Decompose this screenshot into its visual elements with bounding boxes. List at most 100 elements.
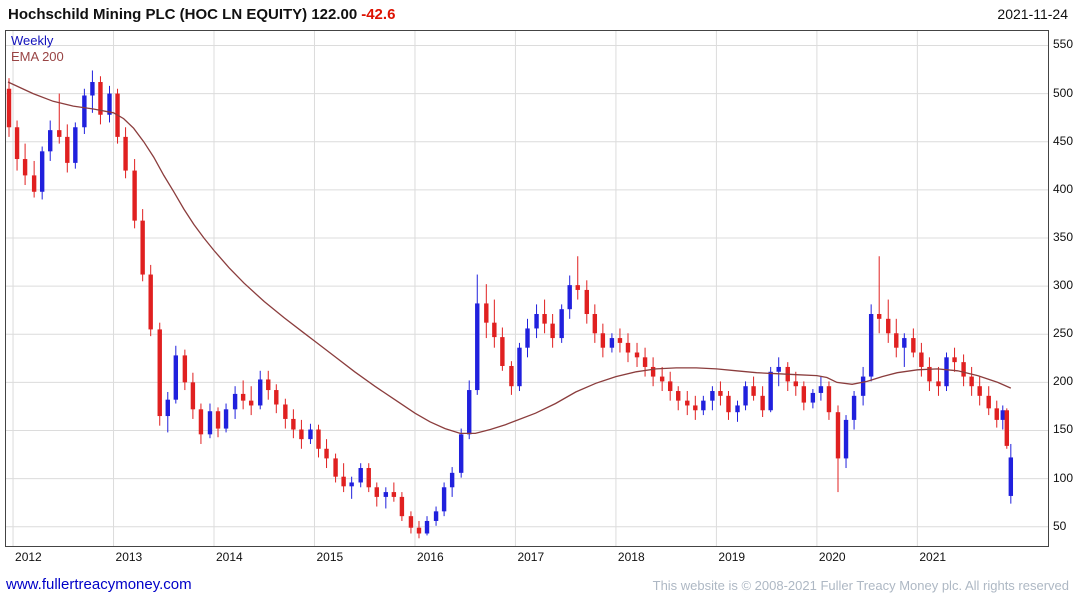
- candle-body: [240, 393, 246, 401]
- candle-body: [542, 314, 547, 324]
- candle-body: [433, 511, 439, 521]
- candle-body: [299, 429, 304, 440]
- candle-body: [977, 386, 982, 396]
- candle-body: [316, 429, 321, 449]
- candle-body: [642, 357, 648, 367]
- candle-body: [534, 314, 539, 329]
- candle-body: [776, 366, 781, 372]
- candle-body: [735, 405, 740, 413]
- candle-body: [408, 516, 414, 528]
- candle-body: [349, 482, 354, 487]
- candle-body: [525, 328, 530, 348]
- candle-body: [659, 376, 665, 382]
- candle-body: [592, 314, 598, 334]
- candle-body: [801, 386, 807, 403]
- chart-header: Hochschild Mining PLC (HOC LN EQUITY) 12…: [0, 4, 1075, 28]
- candle-body: [416, 527, 422, 534]
- x-axis-tick-label: 2020: [818, 550, 846, 564]
- candle-body: [148, 274, 153, 330]
- candle-body: [73, 127, 78, 163]
- candle-body: [358, 468, 363, 483]
- candle-body: [467, 390, 472, 435]
- candle-body: [475, 303, 480, 391]
- chart-date: 2021-11-24: [997, 6, 1068, 22]
- x-axis-tick-label: 2012: [15, 550, 42, 564]
- candle-body: [868, 314, 874, 377]
- candle-body: [894, 333, 899, 348]
- x-axis-tick-label: 2015: [316, 550, 344, 564]
- x-axis-tick-label: 2018: [617, 550, 645, 564]
- candle-body: [701, 400, 706, 411]
- candle-body: [710, 391, 715, 401]
- candle-body: [860, 376, 866, 396]
- candle-body: [98, 82, 103, 115]
- candle-body: [484, 303, 489, 323]
- candle-body: [634, 352, 640, 358]
- candle-body: [39, 151, 45, 192]
- footer-site-link[interactable]: www.fullertreacymoney.com: [6, 576, 192, 593]
- candle-body: [283, 404, 288, 419]
- candle-body: [308, 429, 313, 440]
- candle-body: [424, 520, 430, 534]
- candle-body: [835, 412, 841, 459]
- candle-body: [810, 392, 816, 403]
- candle-body: [1008, 457, 1014, 496]
- candle-body: [291, 418, 296, 430]
- candle-body: [165, 399, 170, 417]
- candle-body: [22, 159, 28, 176]
- candle-body: [952, 357, 957, 363]
- y-axis-tick-label: 550: [1053, 37, 1074, 52]
- y-axis-tick-label: 500: [1053, 85, 1074, 100]
- candle-body: [986, 395, 991, 409]
- candle-body: [173, 355, 179, 400]
- candle-body: [324, 448, 329, 459]
- candle-body: [232, 393, 238, 410]
- candle-body: [793, 381, 798, 387]
- candle-body: [207, 411, 213, 435]
- candle-body: [198, 409, 204, 435]
- candle-body: [609, 338, 615, 348]
- timeframe-label: Weekly: [11, 33, 54, 48]
- ema-200-line: [7, 81, 1012, 435]
- candle-body: [902, 338, 907, 348]
- candle-body: [927, 366, 932, 382]
- candle-body: [685, 400, 690, 406]
- candle-body: [383, 492, 389, 497]
- footer-copyright: This website is © 2008-2021 Fuller Treac…: [652, 578, 1069, 593]
- candle-body: [718, 391, 723, 396]
- y-axis-tick-label: 400: [1053, 181, 1074, 196]
- candle-body: [994, 408, 999, 420]
- candle-body: [65, 136, 70, 163]
- ema-legend-label: EMA 200: [11, 49, 64, 64]
- candle-body: [936, 381, 941, 387]
- candle-body: [449, 472, 455, 488]
- candle-body: [826, 386, 832, 413]
- price-change: -42.6: [361, 6, 396, 23]
- x-axis-tick-label: 2019: [718, 550, 746, 564]
- candle-body: [157, 329, 162, 417]
- candlestick-chart: [6, 31, 1048, 546]
- candle-body: [391, 492, 397, 497]
- candle-body: [567, 285, 572, 310]
- y-axis-tick-label: 300: [1053, 278, 1074, 293]
- candle-body: [366, 468, 371, 488]
- y-axis-tick-label: 100: [1053, 470, 1074, 485]
- candle-body: [374, 487, 379, 497]
- candle-body: [500, 337, 505, 366]
- candle-body: [190, 382, 196, 410]
- candle-body: [617, 338, 623, 343]
- y-axis-tick-label: 250: [1053, 326, 1074, 341]
- candle-body: [760, 395, 765, 411]
- candle-body: [743, 386, 748, 406]
- y-axis-tick-label: 350: [1053, 229, 1074, 244]
- candle-body: [919, 352, 924, 367]
- candle-body: [458, 434, 464, 473]
- candle-body: [818, 386, 824, 393]
- candle-body: [341, 476, 346, 487]
- y-axis-tick-label: 450: [1053, 133, 1074, 148]
- candle-body: [676, 391, 681, 401]
- candle-body: [492, 322, 497, 338]
- candle-body: [886, 318, 891, 334]
- candle-body: [600, 333, 606, 348]
